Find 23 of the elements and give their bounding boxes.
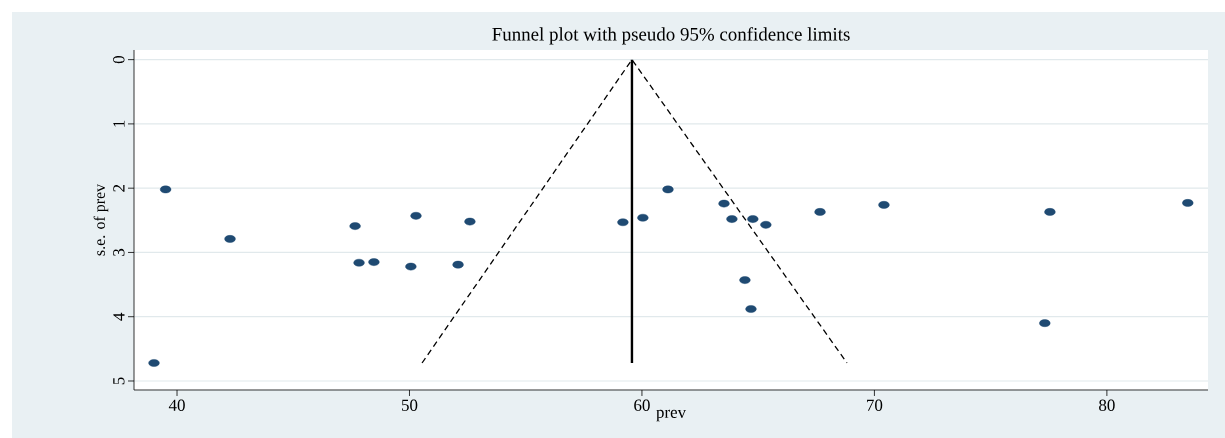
chart-title: Funnel plot with pseudo 95% confidence limits (492, 27, 850, 45)
y-tick-label: 1 (113, 120, 125, 127)
point (718, 199, 730, 208)
y-tick-label: 2 (113, 184, 125, 192)
x-axis-title: prev (656, 409, 687, 422)
y-tick-label: 3 (113, 248, 125, 256)
point (464, 217, 476, 226)
y-axis-title: s.e. of prev (93, 183, 109, 256)
point (405, 262, 417, 271)
point (452, 260, 464, 269)
y-tick-label: 5 (113, 377, 125, 385)
x-tick-label: 40 (168, 399, 185, 411)
x-tick-label: 60 (634, 399, 650, 411)
x-tick-label: 80 (1099, 399, 1115, 411)
point (160, 185, 172, 194)
point (662, 185, 674, 194)
point (637, 213, 649, 222)
y-tick-label: 4 (113, 312, 125, 321)
x-tick-label: 50 (402, 399, 418, 411)
y-tick-label: 0 (113, 56, 125, 64)
x-tick-label: 70 (867, 399, 883, 411)
point (353, 258, 365, 267)
point (617, 218, 629, 227)
